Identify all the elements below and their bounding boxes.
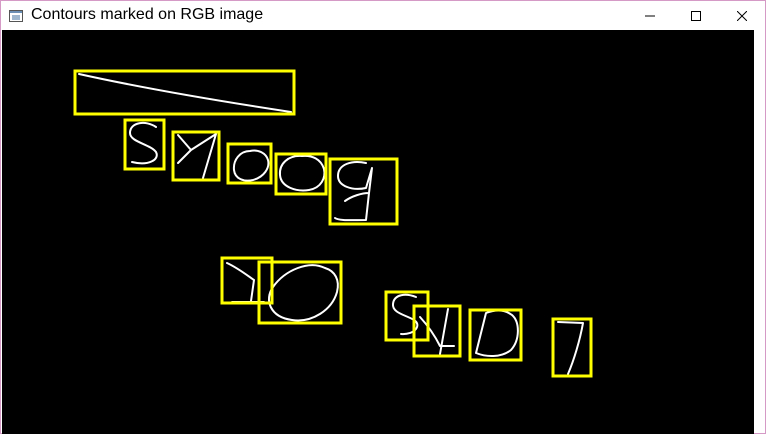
app-window-icon [9, 9, 23, 22]
contour-stroke-line [78, 73, 292, 113]
maximize-icon [691, 10, 701, 21]
window-title: Contours marked on RGB image [31, 6, 264, 23]
bounding-box [551, 317, 593, 378]
close-icon [737, 10, 747, 21]
contour-letter-g [334, 161, 373, 222]
contour-letter-y [177, 133, 217, 179]
minimize-button[interactable] [627, 1, 673, 30]
contour-letter-o1 [232, 149, 270, 182]
contour-letter-d [475, 309, 519, 357]
bounding-box [73, 69, 296, 116]
bounding-box [274, 152, 328, 196]
contour-letter-1 [557, 321, 584, 375]
contour-letter-s2 [392, 293, 419, 336]
bounding-box [384, 290, 430, 342]
contour-oval [268, 264, 339, 322]
bounding-box [257, 260, 343, 325]
close-button[interactable] [719, 1, 765, 30]
minimize-icon [645, 11, 655, 21]
bounding-box [412, 304, 462, 358]
image-canvas [2, 30, 754, 434]
bounding-box [123, 118, 166, 171]
maximize-button[interactable] [673, 1, 719, 30]
contour-letter-o2 [278, 154, 326, 192]
contour-letter-4 [419, 308, 455, 355]
bounding-box [328, 157, 399, 226]
contour-overlay [73, 69, 593, 378]
bounding-box [171, 130, 221, 182]
bounding-box [468, 308, 523, 362]
contour-letter-s [129, 121, 158, 165]
bounding-box [226, 142, 273, 185]
bounding-box [220, 256, 274, 305]
title-bar[interactable]: Contours marked on RGB image [1, 1, 765, 30]
